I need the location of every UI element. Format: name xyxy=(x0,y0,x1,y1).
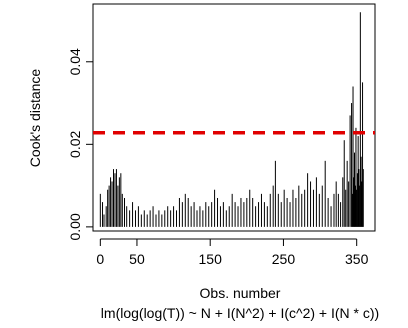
y-tick-label: 0.00 xyxy=(67,213,83,240)
spike-series xyxy=(99,12,364,227)
x-tick-label: 250 xyxy=(272,251,296,267)
x-tick-label: 50 xyxy=(129,251,145,267)
x-tick-label: 150 xyxy=(199,251,223,267)
x-axis: 0 50 150 250 350 xyxy=(96,238,369,267)
y-tick-label: 0.04 xyxy=(67,48,83,75)
model-formula-subtitle: lm(log(log(T)) ~ N + I(N^2) + I(c^2) + I… xyxy=(101,305,379,321)
y-axis: 0.00 0.02 0.04 xyxy=(67,48,94,240)
x-tick-label: 350 xyxy=(345,251,369,267)
x-tick-label: 0 xyxy=(96,251,104,267)
y-axis-label: Cook's distance xyxy=(27,69,43,168)
y-tick-label: 0.02 xyxy=(67,130,83,157)
plot-frame xyxy=(92,3,376,232)
x-axis-label: Obs. number xyxy=(200,285,281,301)
